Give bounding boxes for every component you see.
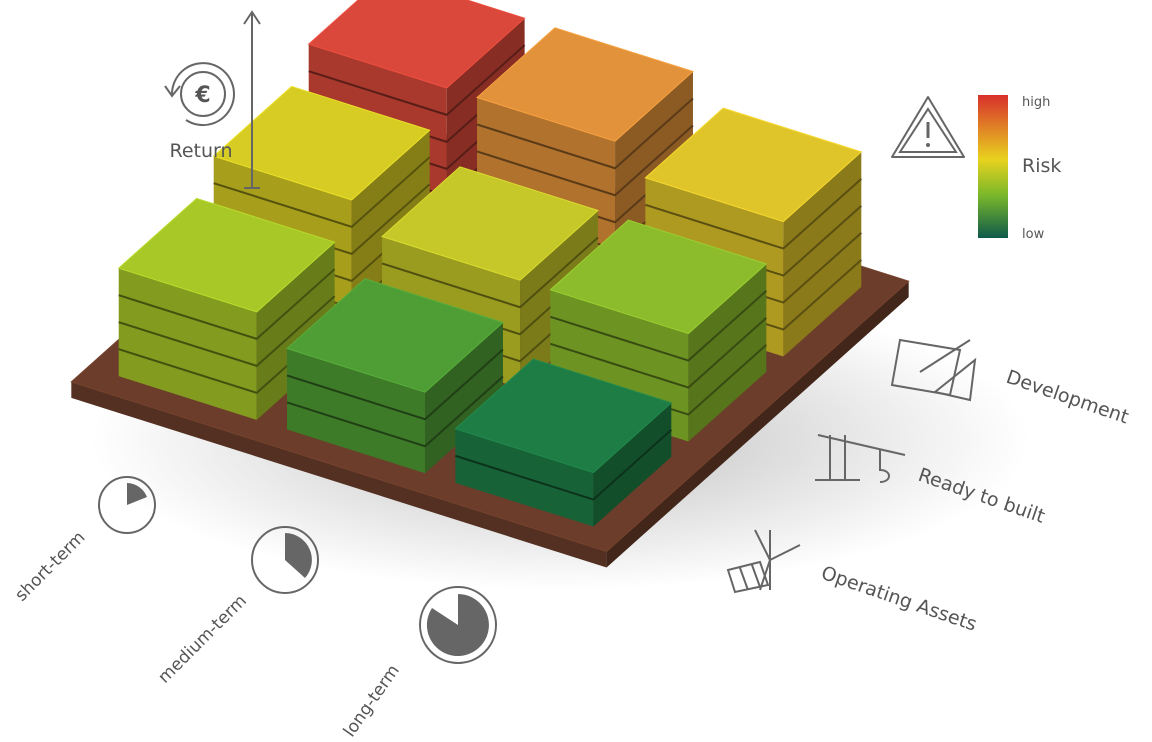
turbine-icon [754, 529, 801, 591]
time-label: medium-term [154, 591, 250, 687]
block-side [425, 322, 503, 474]
time-label: short-term [11, 528, 89, 606]
block-top [286, 278, 504, 393]
layer-line [645, 178, 862, 250]
block-top [307, 0, 526, 89]
layer-line [455, 429, 672, 501]
euro-symbol: € [194, 83, 210, 108]
crane-icon [815, 434, 906, 483]
solar-icon [726, 560, 770, 594]
risk-title: Risk [1022, 155, 1061, 177]
time-label: long-term [340, 661, 404, 741]
layer-line [118, 268, 336, 341]
stopwatch-fill [127, 483, 147, 505]
risk-gradient [978, 95, 1008, 238]
stopwatch [98, 476, 156, 534]
stopwatch-fill [285, 533, 312, 578]
warning-icon [891, 96, 965, 158]
block-top [117, 197, 336, 313]
board-side [606, 281, 909, 568]
warning-inner [898, 107, 958, 153]
block-side [783, 151, 862, 357]
stopwatch-fill [426, 594, 489, 656]
block-top [549, 219, 768, 335]
layer-line [118, 295, 336, 368]
layer-line [476, 124, 694, 197]
layer-line [286, 375, 504, 448]
stage-label: Operating Assets [818, 562, 979, 636]
arrow-head [243, 10, 261, 25]
return-cycle [171, 62, 235, 127]
risk-high: high [1022, 95, 1050, 110]
layer-line [381, 236, 599, 309]
warning-dot [926, 143, 930, 147]
risk-legend: high Risk low [891, 95, 1061, 242]
block-grid [70, 0, 910, 568]
board-front [71, 381, 607, 568]
return-axis: € Return [164, 10, 261, 189]
layer-line [308, 44, 526, 117]
layer-line [476, 97, 694, 170]
return-label: Return [169, 140, 232, 162]
layer-line [550, 290, 767, 362]
cycle-arrow [164, 85, 181, 98]
block-top [644, 107, 863, 223]
euro-coin [180, 71, 226, 117]
layer-line [286, 348, 504, 421]
block-top [454, 358, 673, 474]
stopwatch [419, 586, 497, 664]
block-top [212, 85, 431, 201]
stopwatch [251, 526, 319, 594]
risk-low: low [1022, 227, 1045, 242]
layer-line [550, 317, 767, 389]
layer-line [213, 156, 431, 229]
block-top [476, 27, 694, 142]
block-front [287, 348, 426, 474]
block-top [381, 166, 599, 281]
tools-icon [919, 339, 977, 402]
